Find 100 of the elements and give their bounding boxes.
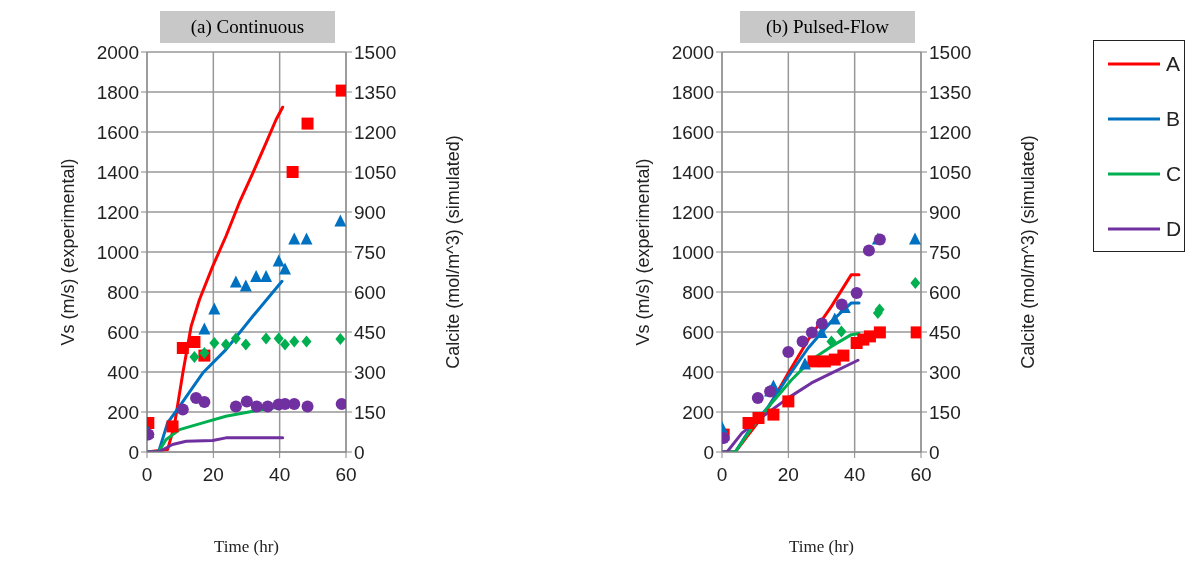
point (261, 332, 272, 345)
x-tick-label: 0 (716, 464, 728, 486)
point (798, 357, 811, 370)
legend-label: A (1166, 52, 1181, 76)
point (334, 214, 346, 227)
point (240, 338, 251, 351)
x-tick-label: 60 (335, 464, 357, 486)
point (300, 232, 313, 245)
point (261, 400, 274, 413)
y-tick-label: 0 (703, 441, 714, 463)
y2-tick-label: 0 (929, 441, 940, 463)
chart-title: (b) Pulsed-Flow (740, 11, 915, 43)
y2-tick-label: 300 (929, 361, 961, 383)
point (751, 392, 764, 404)
y2-tick-label: 300 (354, 361, 386, 383)
y2-axis-title: Calcite (mol/m^3) (simulated) (443, 134, 464, 371)
point (850, 287, 863, 299)
point (229, 275, 242, 288)
chart-title: (a) Continuous (160, 11, 335, 43)
y2-tick-label: 900 (929, 201, 961, 223)
point (176, 342, 189, 354)
y2-tick-label: 450 (354, 321, 386, 343)
point (807, 355, 820, 368)
y2-tick-label: 450 (929, 321, 961, 343)
y-tick-label: 400 (682, 361, 714, 383)
point (230, 332, 241, 345)
x-axis-title: Time (hr) (213, 537, 280, 557)
point (782, 346, 795, 358)
point (301, 400, 314, 413)
point (837, 349, 850, 362)
point (229, 400, 242, 413)
point (796, 335, 809, 348)
point (198, 396, 211, 408)
y-tick-label: 800 (107, 281, 139, 303)
y2-tick-label: 1350 (354, 81, 397, 103)
point (220, 338, 231, 351)
y-tick-label: 1800 (96, 81, 139, 103)
point (239, 279, 252, 292)
legend-label: B (1166, 107, 1181, 131)
y-tick-label: 200 (107, 401, 139, 423)
legend-label: C (1166, 162, 1182, 186)
y-tick-label: 400 (107, 361, 139, 383)
point (909, 232, 921, 245)
y2-tick-label: 600 (354, 281, 386, 303)
x-tick-label: 60 (910, 464, 932, 486)
point (301, 335, 312, 348)
y-tick-label: 1800 (671, 81, 714, 103)
y2-tick-label: 600 (929, 281, 961, 303)
point (873, 326, 886, 339)
x-tick-label: 20 (777, 464, 799, 486)
y-tick-label: 1400 (96, 161, 139, 183)
point (279, 338, 290, 351)
y2-tick-label: 1200 (354, 121, 397, 143)
y-tick-label: 800 (682, 281, 714, 303)
point (805, 326, 818, 339)
point (278, 262, 291, 275)
y-tick-label: 0 (128, 441, 139, 463)
y2-tick-label: 750 (354, 241, 386, 263)
point (782, 395, 795, 408)
point (335, 333, 346, 345)
y2-axis-title: Calcite (mol/m^3) (simulated) (1018, 134, 1039, 371)
y2-tick-label: 1500 (354, 41, 397, 63)
x-tick-label: 40 (844, 464, 866, 486)
point (335, 398, 346, 410)
y-tick-label: 1400 (671, 161, 714, 183)
x-tick-label: 20 (202, 464, 224, 486)
point (286, 166, 299, 178)
line-series (147, 105, 285, 452)
y-tick-label: 600 (107, 321, 139, 343)
y-tick-label: 600 (682, 321, 714, 343)
point (910, 326, 921, 339)
point (288, 232, 301, 245)
x-tick-label: 0 (141, 464, 153, 486)
y-tick-label: 2000 (96, 41, 139, 63)
point (260, 270, 273, 282)
y2-tick-label: 150 (929, 401, 961, 423)
point (767, 408, 780, 421)
point (176, 403, 189, 416)
point (188, 336, 201, 348)
point (189, 351, 200, 363)
point (836, 325, 847, 338)
y-tick-label: 1000 (671, 241, 714, 263)
point (166, 420, 179, 433)
point (910, 277, 921, 289)
y-tick-label: 2000 (671, 41, 714, 63)
y-tick-label: 1600 (671, 121, 714, 143)
y-axis-title: Vs (m/s) (experimental) (633, 157, 654, 348)
point (209, 337, 220, 349)
point (752, 412, 765, 424)
x-tick-label: 40 (269, 464, 291, 486)
point (240, 395, 253, 408)
y-tick-label: 200 (682, 401, 714, 423)
point (862, 244, 875, 257)
y2-tick-label: 1500 (929, 41, 972, 63)
y-tick-label: 1200 (671, 201, 714, 223)
y2-tick-label: 1200 (929, 121, 972, 143)
y-axis-title: Vs (m/s) (experimental) (58, 157, 79, 348)
x-axis-title: Time (hr) (788, 537, 855, 557)
point (301, 117, 314, 130)
legend-label: D (1166, 217, 1182, 241)
